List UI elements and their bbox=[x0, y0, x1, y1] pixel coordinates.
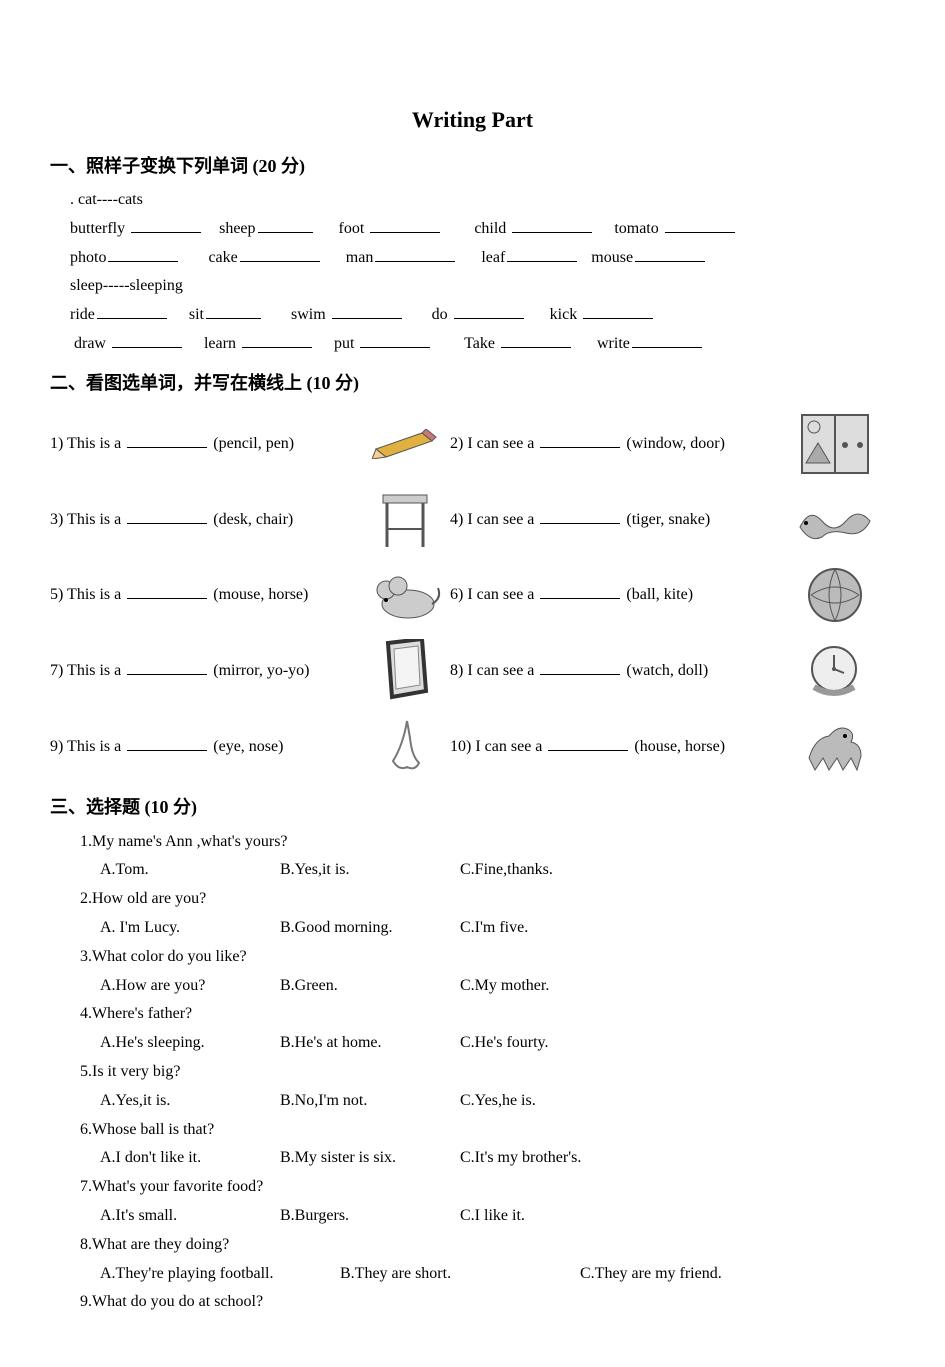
window-icon bbox=[790, 413, 880, 475]
mcq-question: 7.What's your favorite food? bbox=[50, 1173, 895, 1202]
mcq-question: 9.What do you do at school? bbox=[50, 1288, 895, 1317]
s1-r1-w4: child bbox=[474, 220, 506, 237]
horse-icon bbox=[790, 718, 880, 776]
mcq-option: C.It's my brother's. bbox=[460, 1144, 640, 1173]
mcq-option: A.He's sleeping. bbox=[100, 1029, 280, 1058]
mcq-options: A.It's small.B.Burgers.C.I like it. bbox=[50, 1202, 895, 1231]
mcq-options: A.They're playing football.B.They are sh… bbox=[50, 1260, 895, 1289]
section3-header: 三、选择题 (10 分) bbox=[50, 791, 895, 823]
pic-right-text: 8) I can see a (watch, doll) bbox=[450, 657, 790, 686]
pic-left-text: 1) This is a (pencil, pen) bbox=[50, 430, 360, 459]
mcq-option: C.Yes,he is. bbox=[460, 1087, 640, 1116]
section2-header: 二、看图选单词，并写在横线上 (10 分) bbox=[50, 367, 895, 399]
pencil-icon bbox=[360, 429, 450, 459]
s1-r3-w2: sit bbox=[189, 306, 204, 323]
mcq-option: A.It's small. bbox=[100, 1202, 280, 1231]
mcq-option: A.Yes,it is. bbox=[100, 1087, 280, 1116]
s1-r4-w3: put bbox=[334, 335, 354, 352]
pic-right-text: 6) I can see a (ball, kite) bbox=[450, 581, 790, 610]
s1-row3: ride sit swim do kick bbox=[50, 301, 895, 330]
mcq-option: C.My mother. bbox=[460, 972, 640, 1001]
mcq-options: A.Yes,it is.B.No,I'm not.C.Yes,he is. bbox=[50, 1087, 895, 1116]
s1-r2-w4: leaf bbox=[481, 249, 505, 266]
page-title: Writing Part bbox=[50, 100, 895, 140]
mcq-option: B.Burgers. bbox=[280, 1202, 460, 1231]
s1-r1-w3: foot bbox=[339, 220, 365, 237]
nose-icon bbox=[360, 717, 450, 777]
mcq-option: B.My sister is six. bbox=[280, 1144, 460, 1173]
mcq-option: A.Tom. bbox=[100, 856, 280, 885]
s1-r1-w5: tomato bbox=[614, 220, 658, 237]
picture-row: 5) This is a (mouse, horse) 6) I can see … bbox=[50, 565, 895, 625]
s1-r4-w2: learn bbox=[204, 335, 236, 352]
mcq-option: C.He's fourty. bbox=[460, 1029, 640, 1058]
mcq-option: A.I don't like it. bbox=[100, 1144, 280, 1173]
mcq-question: 4.Where's father? bbox=[50, 1000, 895, 1029]
mcq-question: 1.My name's Ann ,what's yours? bbox=[50, 828, 895, 857]
mcq-question: 8.What are they doing? bbox=[50, 1231, 895, 1260]
mcq-option: C.They are my friend. bbox=[580, 1260, 820, 1289]
s1-r3-w4: do bbox=[432, 306, 448, 323]
s1-r1-w1: butterfly bbox=[70, 220, 125, 237]
s1-r2-w1: photo bbox=[70, 249, 106, 266]
s1-r3-w5: kick bbox=[550, 306, 578, 323]
mcq-option: C.Fine,thanks. bbox=[460, 856, 640, 885]
mcq-question: 2.How old are you? bbox=[50, 885, 895, 914]
s1-r3-w1: ride bbox=[70, 306, 95, 323]
pic-left-text: 9) This is a (eye, nose) bbox=[50, 733, 360, 762]
mcq-option: B.No,I'm not. bbox=[280, 1087, 460, 1116]
section1-header: 一、照样子变换下列单词 (20 分) bbox=[50, 150, 895, 182]
mcq-option: C.I'm five. bbox=[460, 914, 640, 943]
snake-icon bbox=[790, 497, 880, 543]
s1-r2-w5: mouse bbox=[591, 249, 633, 266]
s1-r1-w2: sheep bbox=[219, 220, 255, 237]
pic-left-text: 5) This is a (mouse, horse) bbox=[50, 581, 360, 610]
mcq-option: B.Good morning. bbox=[280, 914, 460, 943]
pic-left-text: 3) This is a (desk, chair) bbox=[50, 506, 360, 535]
s1-r4-w1: draw bbox=[74, 335, 106, 352]
mcq-options: A.Tom.B.Yes,it is.C.Fine,thanks. bbox=[50, 856, 895, 885]
mcq-option: A.They're playing football. bbox=[100, 1260, 340, 1289]
pic-left-text: 7) This is a (mirror, yo-yo) bbox=[50, 657, 360, 686]
s1-r2-w2: cake bbox=[208, 249, 237, 266]
desk-icon bbox=[360, 489, 450, 551]
s1-r3-w3: swim bbox=[291, 306, 326, 323]
mcq-question: 6.Whose ball is that? bbox=[50, 1116, 895, 1145]
watch-icon bbox=[790, 643, 880, 699]
mcq-options: A.How are you?B.Green.C.My mother. bbox=[50, 972, 895, 1001]
mcq-option: B.Yes,it is. bbox=[280, 856, 460, 885]
s1-r4-w5: write bbox=[597, 335, 630, 352]
picture-row: 7) This is a (mirror, yo-yo) 8) I can see… bbox=[50, 639, 895, 703]
picture-row: 3) This is a (desk, chair) 4) I can see a… bbox=[50, 489, 895, 551]
pic-right-text: 2) I can see a (window, door) bbox=[450, 430, 790, 459]
picture-row: 9) This is a (eye, nose) 10) I can see a … bbox=[50, 717, 895, 777]
picture-row: 1) This is a (pencil, pen) 2) I can see a… bbox=[50, 413, 895, 475]
mcq-option: C.I like it. bbox=[460, 1202, 640, 1231]
s1-example2: sleep-----sleeping bbox=[50, 272, 895, 301]
ball-icon bbox=[790, 565, 880, 625]
mcq-option: B.They are short. bbox=[340, 1260, 580, 1289]
mcq-question: 3.What color do you like? bbox=[50, 943, 895, 972]
pic-right-text: 10) I can see a (house, horse) bbox=[450, 733, 790, 762]
s1-row1: butterfly sheep foot child tomato bbox=[50, 215, 895, 244]
s1-r2-w3: man bbox=[346, 249, 374, 266]
mouse-icon bbox=[360, 570, 450, 620]
pic-right-text: 4) I can see a (tiger, snake) bbox=[450, 506, 790, 535]
mirror-icon bbox=[360, 639, 450, 703]
mcq-options: A. I'm Lucy.B.Good morning.C.I'm five. bbox=[50, 914, 895, 943]
mcq-options: A.I don't like it.B.My sister is six.C.I… bbox=[50, 1144, 895, 1173]
s1-row4: draw learn put Take write bbox=[50, 330, 895, 359]
s1-r4-w4: Take bbox=[464, 335, 495, 352]
mcq-option: A. I'm Lucy. bbox=[100, 914, 280, 943]
s1-example1: . cat----cats bbox=[50, 186, 895, 215]
mcq-question: 5.Is it very big? bbox=[50, 1058, 895, 1087]
mcq-option: A.How are you? bbox=[100, 972, 280, 1001]
mcq-options: A.He's sleeping.B.He's at home.C.He's fo… bbox=[50, 1029, 895, 1058]
mcq-option: B.Green. bbox=[280, 972, 460, 1001]
mcq-option: B.He's at home. bbox=[280, 1029, 460, 1058]
s1-row2: photo cake man leaf mouse bbox=[50, 244, 895, 273]
